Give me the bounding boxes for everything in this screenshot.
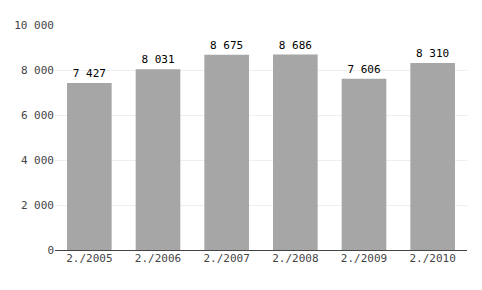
svg-text:8 310: 8 310 (416, 47, 449, 60)
svg-text:2./2007: 2./2007 (203, 252, 249, 265)
svg-text:2./2010: 2./2010 (409, 252, 455, 265)
svg-text:8 686: 8 686 (279, 39, 312, 52)
svg-text:2./2008: 2./2008 (272, 252, 318, 265)
svg-text:0: 0 (47, 244, 54, 257)
svg-text:6 000: 6 000 (21, 109, 54, 122)
svg-text:8 031: 8 031 (141, 53, 174, 66)
svg-text:2./2009: 2./2009 (341, 252, 387, 265)
svg-text:2./2005: 2./2005 (66, 252, 112, 265)
svg-text:4 000: 4 000 (21, 154, 54, 167)
svg-text:2./2006: 2./2006 (135, 252, 181, 265)
svg-text:10 000: 10 000 (14, 19, 54, 32)
svg-text:7 427: 7 427 (73, 67, 106, 80)
svg-text:8 000: 8 000 (21, 64, 54, 77)
svg-text:7 606: 7 606 (347, 63, 380, 76)
svg-text:8 675: 8 675 (210, 39, 243, 52)
svg-text:2 000: 2 000 (21, 199, 54, 212)
